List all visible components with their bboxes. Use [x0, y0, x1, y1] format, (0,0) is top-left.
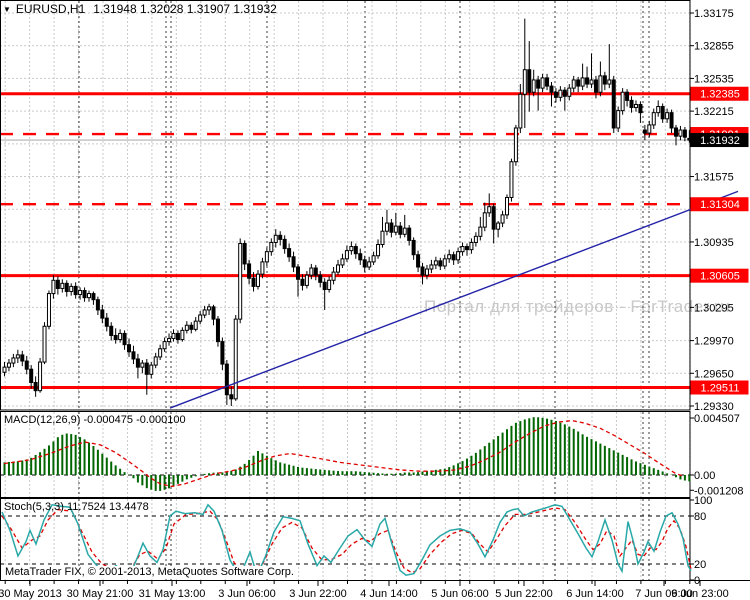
svg-text:80: 80: [694, 511, 706, 523]
svg-text:1.32385: 1.32385: [700, 89, 740, 101]
svg-text:1.31304: 1.31304: [700, 199, 740, 211]
svg-text:9 Jun 23:00: 9 Jun 23:00: [671, 588, 729, 600]
svg-text:3 Jun 22:00: 3 Jun 22:00: [289, 588, 347, 600]
svg-text:1.29650: 1.29650: [694, 368, 734, 380]
svg-text:1.30295: 1.30295: [694, 302, 734, 314]
svg-text:1.32855: 1.32855: [694, 41, 734, 53]
chart-title: ▼ EURUSD,H1 1.31948 1.32028 1.31907 1.3193…: [3, 2, 277, 16]
macd-indicator-label: MACD(12,26,9) -0.000475 -0.000100: [4, 414, 186, 426]
svg-text:1.32535: 1.32535: [694, 73, 734, 85]
stoch-indicator-label: Stoch(5,3,3) 11.7524 13.4478: [4, 501, 149, 513]
svg-text:1.29330: 1.29330: [694, 401, 734, 413]
svg-text:30 May 2013: 30 May 2013: [0, 588, 62, 600]
svg-text:5 Jun 06:00: 5 Jun 06:00: [431, 588, 489, 600]
svg-text:1.31575: 1.31575: [694, 172, 734, 184]
svg-text:1.29511: 1.29511: [701, 382, 740, 394]
broker-watermark: Портал для трейдеров - ForTrader.ru: [424, 297, 731, 316]
svg-text:1.31932: 1.31932: [700, 135, 740, 147]
svg-text:7 Jun 06:00: 7 Jun 06:00: [635, 588, 693, 600]
svg-text:3 Jun 06:00: 3 Jun 06:00: [218, 588, 276, 600]
chart-dropdown-icon[interactable]: ▼: [3, 5, 11, 14]
svg-text:1.30605: 1.30605: [700, 271, 740, 283]
svg-text:-0.001208: -0.001208: [694, 485, 744, 497]
copyright-label: MetaTrader FIX, © 2001-2013, MetaQuotes …: [2, 566, 297, 578]
svg-text:31 May 13:00: 31 May 13:00: [139, 588, 206, 600]
svg-text:1.29970: 1.29970: [694, 336, 734, 348]
svg-text:5 Jun 22:00: 5 Jun 22:00: [495, 588, 553, 600]
svg-text:6 Jun 14:00: 6 Jun 14:00: [566, 588, 624, 600]
svg-text:0.004507: 0.004507: [694, 413, 740, 425]
svg-text:30 May 21:00: 30 May 21:00: [67, 588, 134, 600]
svg-text:1.30935: 1.30935: [694, 237, 734, 249]
svg-text:1.33175: 1.33175: [694, 8, 734, 20]
svg-text:4 Jun 14:00: 4 Jun 14:00: [360, 588, 418, 600]
symbol-period-label: EURUSD,H1: [15, 2, 86, 16]
svg-text:0.00: 0.00: [694, 470, 715, 482]
ohlc-values: 1.31948 1.32028 1.31907 1.31932: [93, 2, 277, 16]
svg-text:1.32215: 1.32215: [694, 106, 734, 118]
svg-text:20: 20: [694, 559, 706, 571]
svg-text:100: 100: [694, 495, 712, 507]
